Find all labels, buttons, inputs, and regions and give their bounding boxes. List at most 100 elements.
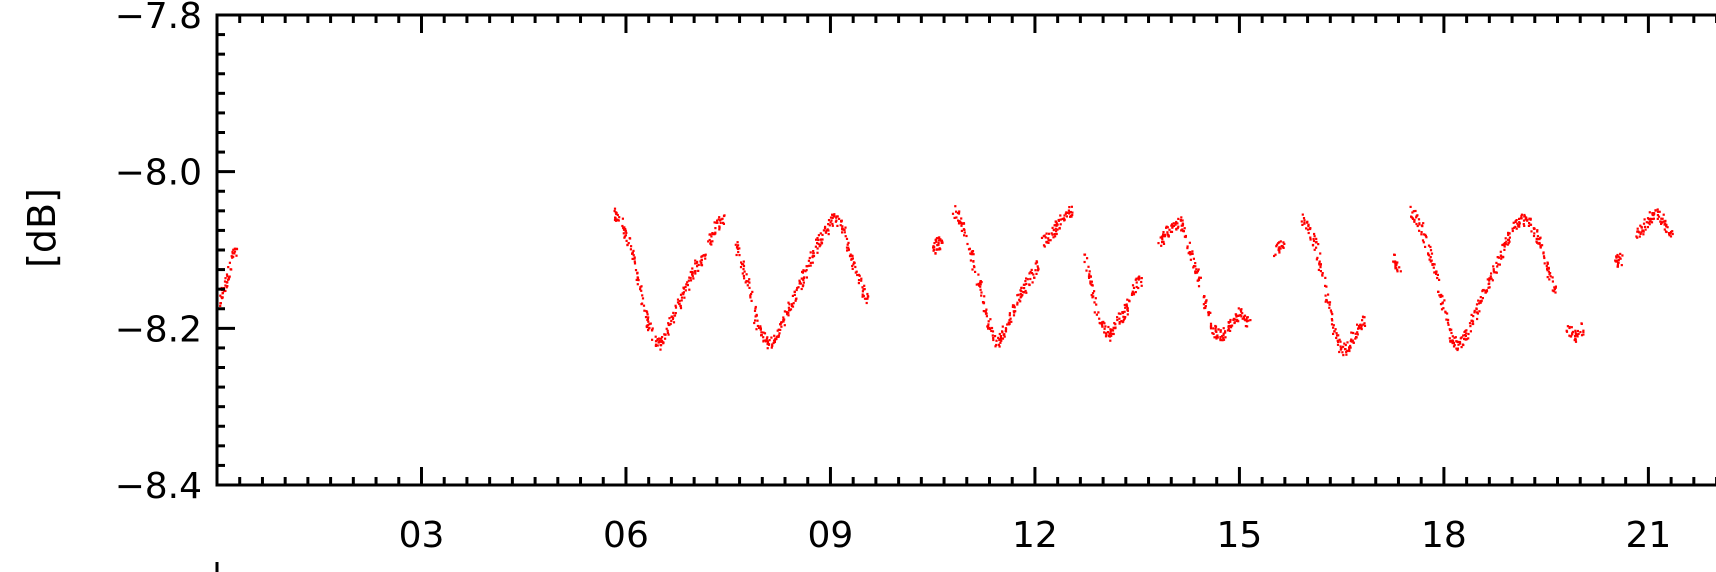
data-point: [1335, 332, 1338, 335]
data-point: [1186, 247, 1189, 250]
data-point: [627, 242, 630, 245]
data-point: [860, 277, 863, 280]
data-point: [755, 328, 758, 331]
data-point: [1305, 227, 1308, 230]
data-point: [1487, 286, 1490, 289]
data-point: [1647, 221, 1650, 224]
data-point: [1053, 224, 1056, 227]
data-point: [1343, 342, 1346, 345]
data-point: [823, 227, 827, 230]
data-point: [825, 231, 828, 234]
data-point: [804, 270, 807, 273]
data-point: [831, 222, 834, 225]
data-point: [691, 275, 694, 278]
data-point: [623, 235, 626, 238]
data-point: [1565, 329, 1568, 332]
data-point: [742, 260, 745, 263]
data-point: [623, 226, 626, 229]
data-point: [786, 312, 789, 315]
data-point: [1093, 301, 1096, 304]
data-point: [1013, 311, 1016, 314]
data-point: [1177, 225, 1180, 228]
data-point: [1241, 312, 1244, 315]
data-point: [845, 237, 849, 240]
data-point: [1441, 295, 1444, 298]
data-point: [700, 262, 703, 265]
data-point: [1522, 223, 1525, 226]
data-point: [1570, 326, 1573, 329]
data-point: [1008, 321, 1011, 324]
data-point: [711, 240, 714, 243]
data-point: [1024, 289, 1027, 293]
data-point: [716, 219, 719, 222]
data-point: [998, 332, 1001, 336]
data-point: [709, 240, 713, 243]
data-point: [1029, 277, 1032, 281]
data-point: [1229, 324, 1232, 327]
data-point: [1140, 280, 1143, 284]
data-point: [1067, 209, 1070, 212]
data-point: [1352, 331, 1355, 335]
data-point: [654, 335, 657, 338]
data-point: [1224, 330, 1227, 333]
data-point: [1315, 246, 1318, 249]
data-point: [850, 257, 853, 260]
data-point: [219, 302, 222, 305]
data-point: [666, 331, 669, 334]
data-point: [656, 344, 659, 347]
data-point: [1024, 280, 1027, 283]
data-point: [863, 297, 867, 300]
data-point: [1463, 337, 1466, 340]
data-point: [645, 310, 648, 313]
data-point: [1198, 276, 1201, 279]
data-point: [660, 337, 663, 340]
data-point: [1568, 334, 1571, 337]
data-point: [987, 323, 990, 326]
data-point: [1454, 336, 1457, 339]
data-point: [831, 216, 834, 219]
data-point: [1021, 294, 1024, 297]
data-point: [682, 287, 686, 290]
data-point: [951, 212, 955, 215]
data-point: [1058, 226, 1061, 230]
data-point: [1529, 223, 1533, 226]
data-point: [1017, 293, 1020, 296]
data-point: [847, 246, 850, 249]
data-point: [1029, 270, 1032, 274]
data-point: [1488, 277, 1491, 280]
data-point: [1661, 221, 1664, 224]
data-point: [749, 294, 752, 297]
data-point: [646, 318, 649, 322]
data-point: [768, 339, 771, 342]
data-point: [1358, 327, 1361, 330]
data-point: [699, 260, 702, 263]
data-point: [1574, 340, 1578, 343]
data-point: [721, 217, 724, 220]
data-point: [1417, 218, 1421, 221]
data-point: [749, 296, 752, 299]
data-point: [748, 286, 751, 289]
data-point: [1095, 313, 1098, 316]
data-point: [613, 218, 617, 222]
data-point: [973, 266, 976, 269]
data-point: [795, 288, 798, 292]
data-point: [767, 343, 771, 346]
data-point: [1472, 315, 1475, 318]
data-point: [832, 215, 835, 218]
data-point: [817, 238, 820, 242]
data-point: [735, 253, 738, 257]
data-point: [613, 209, 616, 213]
data-point: [1543, 256, 1546, 260]
data-point: [1302, 217, 1306, 220]
data-point: [1209, 311, 1212, 314]
data-point: [1473, 311, 1476, 314]
data-point: [1479, 296, 1482, 299]
data-point: [621, 217, 624, 220]
data-point: [1050, 232, 1053, 235]
data-point: [1241, 317, 1244, 320]
data-point: [644, 316, 648, 319]
data-point: [651, 329, 654, 332]
data-point: [1061, 217, 1064, 221]
data-point: [982, 301, 986, 304]
data-point: [1338, 338, 1341, 341]
